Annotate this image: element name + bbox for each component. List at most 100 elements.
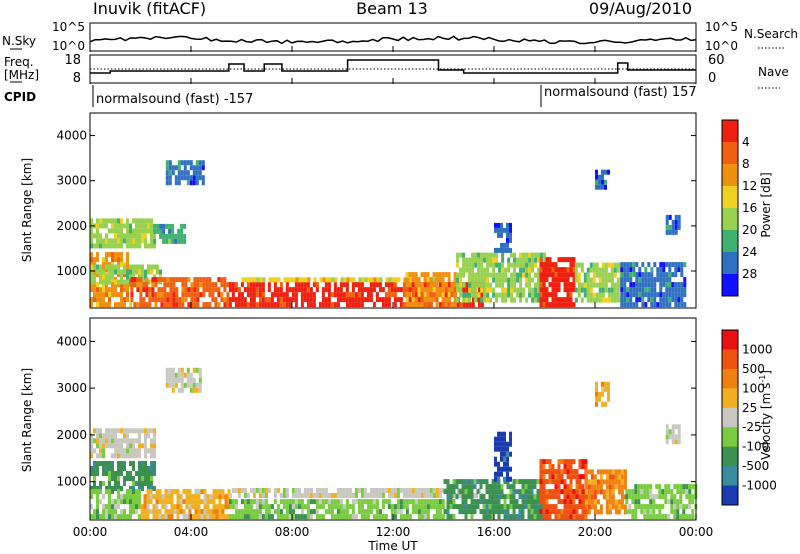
heatmap-cell xyxy=(201,175,205,181)
heatmap-cell xyxy=(328,277,332,283)
heatmap-cell xyxy=(267,488,271,493)
heatmap-cell xyxy=(99,297,102,303)
heatmap-cell xyxy=(208,287,212,293)
heatmap-cell xyxy=(646,504,650,510)
heatmap-cell xyxy=(665,439,669,445)
heatmap-cell xyxy=(522,287,526,293)
heatmap-cell xyxy=(414,509,418,515)
heatmap-cell xyxy=(93,509,96,515)
heatmap-cell xyxy=(664,489,668,495)
heatmap-cell xyxy=(563,504,567,510)
heatmap-cell xyxy=(170,514,174,520)
heatmap-cell xyxy=(587,489,591,495)
heatmap-cell xyxy=(423,514,427,520)
heatmap-cell xyxy=(309,509,313,515)
heatmap-cell xyxy=(139,302,143,308)
heatmap-cell xyxy=(486,282,490,288)
heatmap-cell xyxy=(240,302,244,308)
heatmap-cell xyxy=(183,175,187,181)
heatmap-cell xyxy=(342,488,346,493)
heatmap-cell xyxy=(658,494,662,500)
heatmap-cell xyxy=(146,489,150,495)
heatmap-cell xyxy=(649,509,653,515)
heatmap-cell xyxy=(688,514,692,520)
heatmap-cell xyxy=(674,292,678,298)
heatmap-cell xyxy=(102,443,105,449)
heatmap-cell xyxy=(215,504,219,510)
heatmap-cell xyxy=(566,302,570,308)
heatmap-cell xyxy=(548,267,552,273)
heatmap-cell xyxy=(136,277,140,283)
heatmap-cell xyxy=(345,287,349,293)
x-tick-label: 00:00 xyxy=(679,525,714,539)
heatmap-cell xyxy=(150,218,153,224)
heatmap-cell xyxy=(507,292,511,298)
heatmap-cell xyxy=(170,509,174,515)
heatmap-cell xyxy=(111,438,114,444)
heatmap-cell xyxy=(474,292,478,298)
heatmap-cell xyxy=(563,509,567,515)
heatmap-cell xyxy=(120,453,123,459)
heatmap-cell xyxy=(339,292,343,298)
heatmap-cell xyxy=(205,277,209,283)
heatmap-cell xyxy=(174,165,178,171)
heatmap-cell xyxy=(575,479,579,485)
heatmap-cell xyxy=(572,494,576,500)
heatmap-cell xyxy=(640,504,644,510)
heatmap-cell xyxy=(543,252,547,258)
heatmap-cell xyxy=(306,287,310,293)
heatmap-cell xyxy=(423,282,427,288)
heatmap-cell xyxy=(99,481,102,486)
heatmap-cell xyxy=(611,504,615,510)
heatmap-cell xyxy=(604,262,608,268)
heatmap-cell xyxy=(604,282,608,288)
heatmap-cell xyxy=(628,509,632,515)
heatmap-cell xyxy=(545,287,549,293)
heatmap-cell xyxy=(536,509,540,515)
heatmap-cell xyxy=(178,277,182,283)
heatmap-cell xyxy=(369,499,373,505)
heatmap-cell xyxy=(333,499,337,505)
heatmap-cell xyxy=(629,272,633,278)
heatmap-cell xyxy=(691,509,695,515)
heatmap-cell xyxy=(117,514,120,520)
heatmap-cell xyxy=(203,499,207,505)
heatmap-cell xyxy=(102,262,105,268)
heatmap-cell xyxy=(369,282,373,288)
heatmap-cell xyxy=(435,282,439,288)
heatmap-cell xyxy=(387,297,391,303)
heatmap-cell xyxy=(381,514,385,520)
heatmap-cell xyxy=(90,448,93,454)
heatmap-cell xyxy=(509,514,513,520)
heatmap-cell xyxy=(130,282,134,288)
heatmap-cell xyxy=(185,499,189,505)
heatmap-cell xyxy=(634,484,638,490)
heatmap-cell xyxy=(676,514,680,520)
heatmap-cell xyxy=(485,489,489,495)
heatmap-cell xyxy=(277,277,281,283)
heatmap-cell xyxy=(267,302,271,308)
heatmap-cell xyxy=(390,282,394,288)
heatmap-cell xyxy=(312,509,316,515)
heatmap-cell xyxy=(402,302,406,308)
heatmap-cell xyxy=(563,287,567,293)
heatmap-cell xyxy=(249,287,253,293)
heatmap-cell xyxy=(192,387,196,393)
heatmap-cell xyxy=(557,277,561,283)
heatmap-cell xyxy=(677,282,681,288)
heatmap-cell xyxy=(309,493,313,498)
heatmap-cell xyxy=(378,514,382,520)
x-tick-label: 08:00 xyxy=(275,525,310,539)
heatmap-cell xyxy=(503,441,506,447)
heatmap-cell xyxy=(635,292,639,298)
heatmap-cell xyxy=(279,302,283,308)
heatmap-cell xyxy=(195,367,199,373)
heatmap-cell xyxy=(148,292,152,298)
heatmap-cell xyxy=(243,287,247,293)
heatmap-cell xyxy=(632,262,636,268)
heatmap-cell xyxy=(539,257,543,263)
heatmap-cell xyxy=(111,476,114,481)
heatmap-cell xyxy=(477,292,481,298)
heatmap-cell xyxy=(300,287,304,293)
heatmap-cell xyxy=(433,277,437,283)
